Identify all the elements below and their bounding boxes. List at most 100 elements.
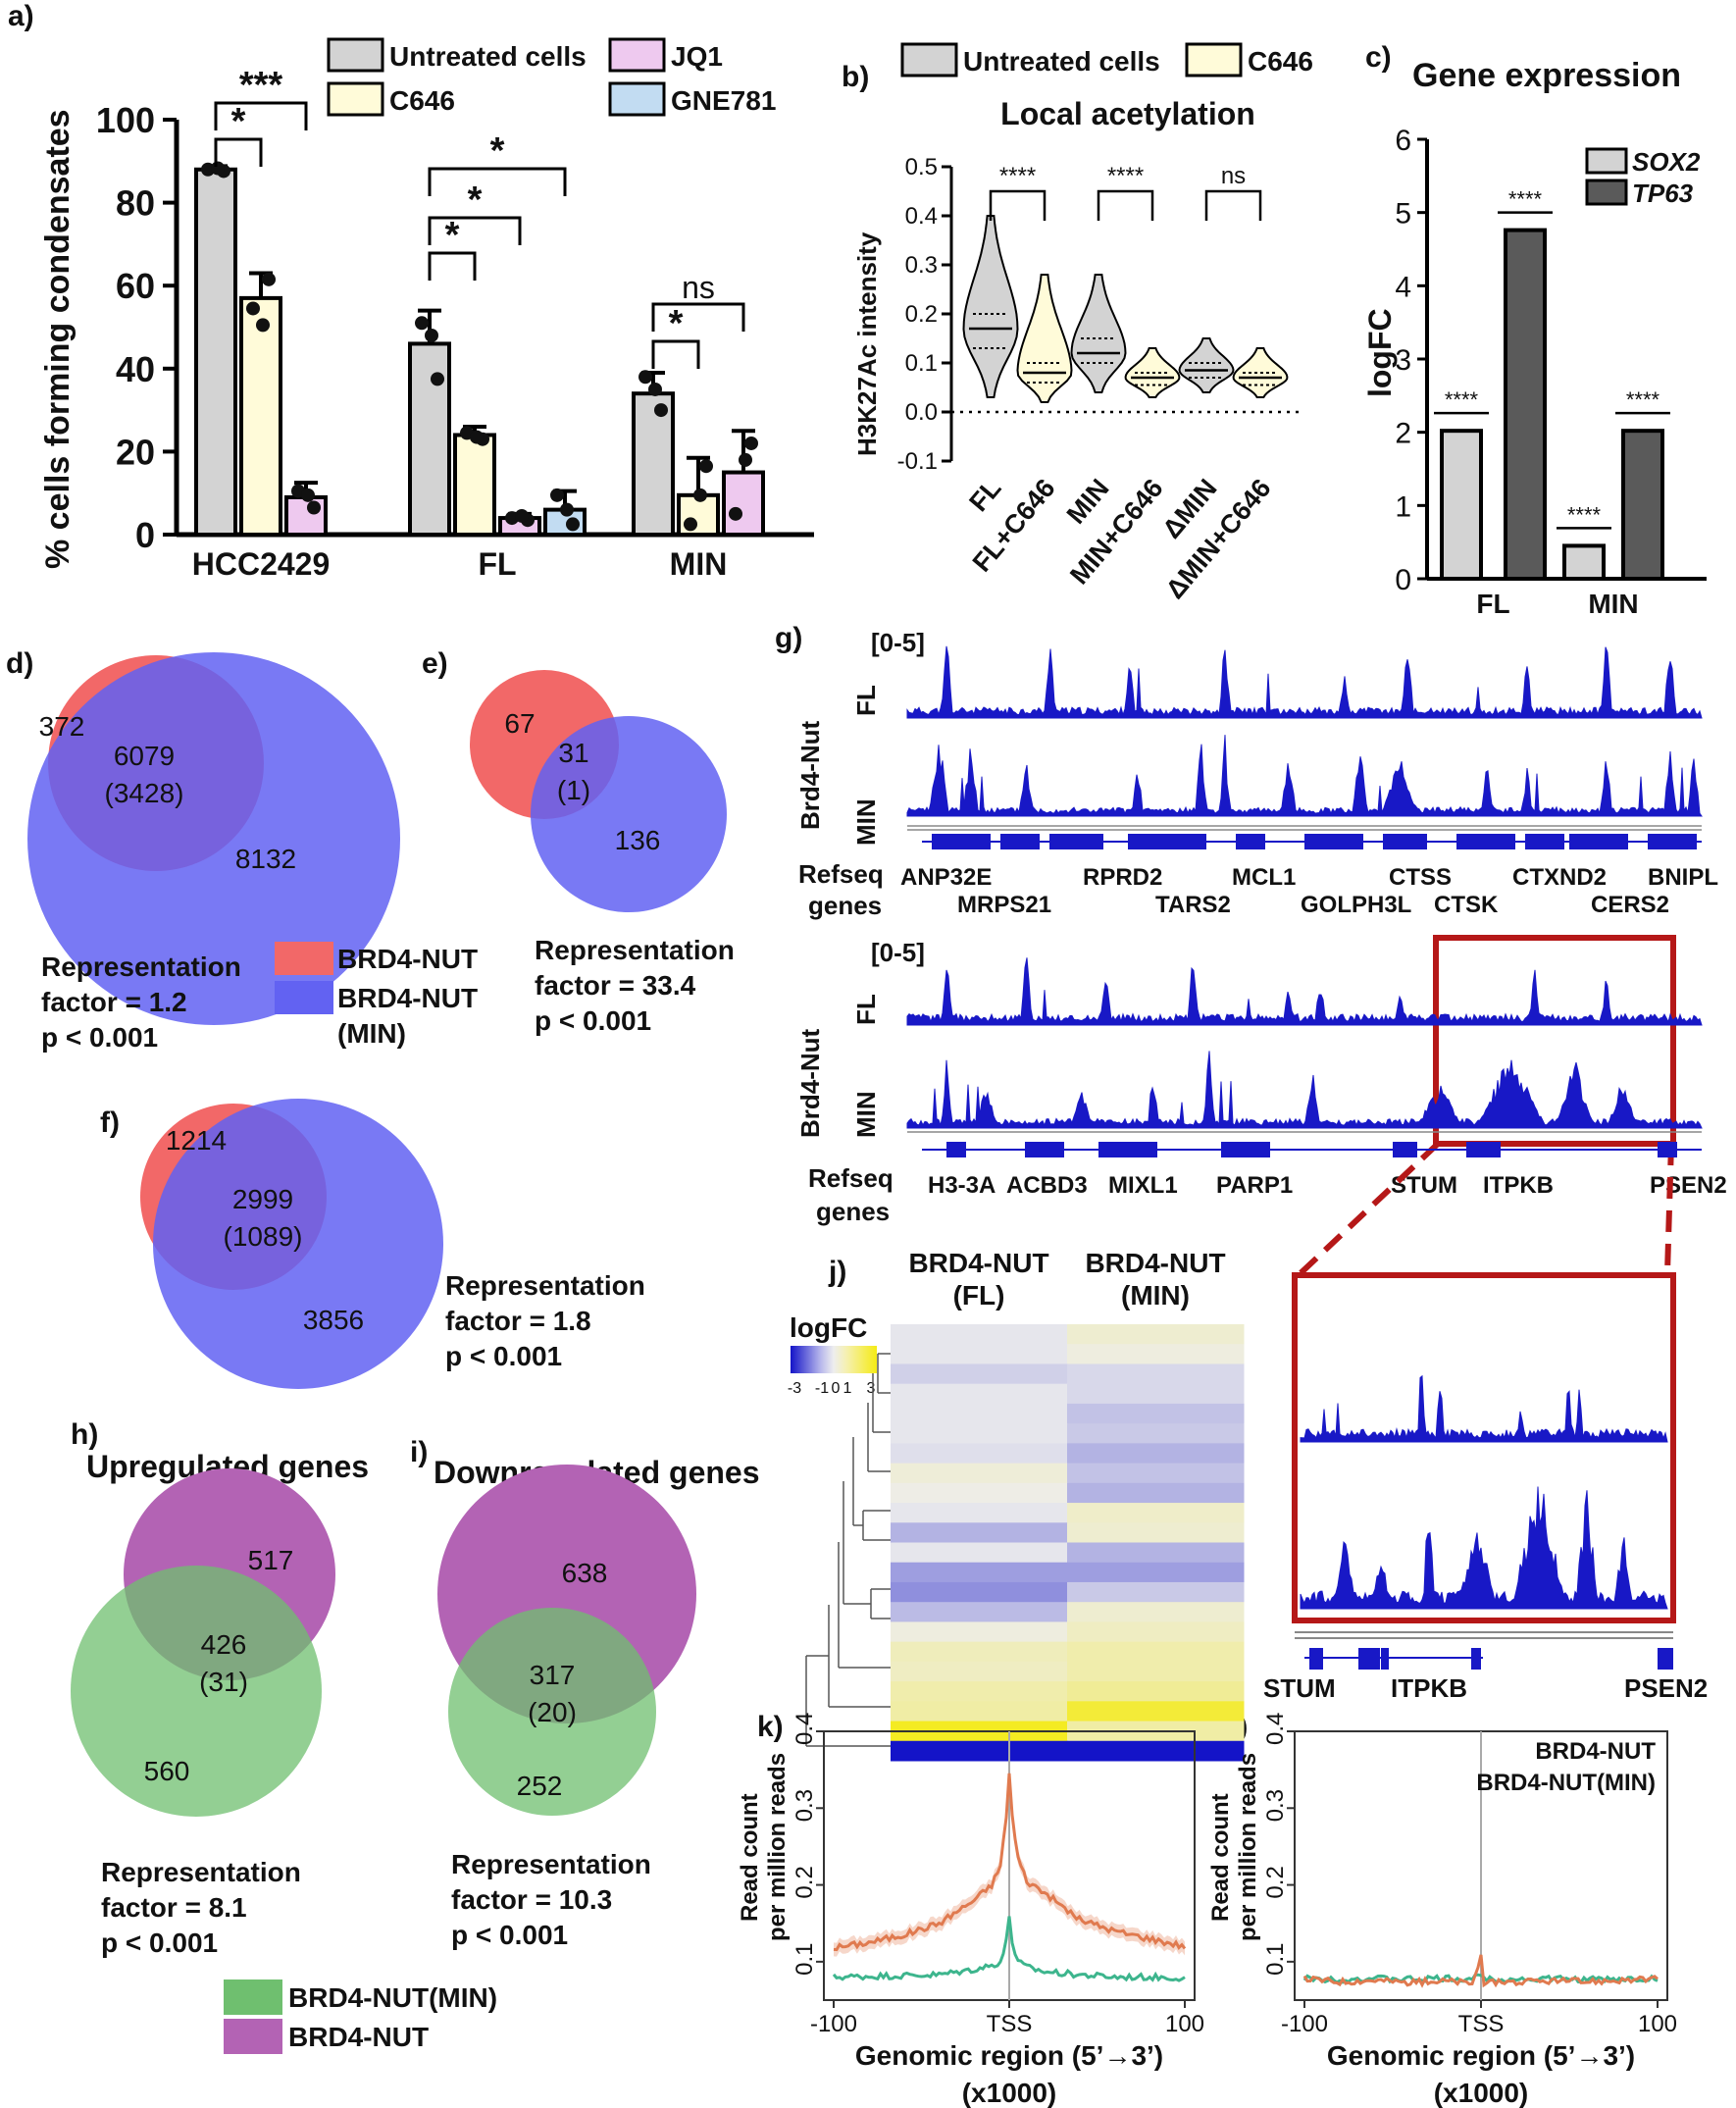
heatmap-cell xyxy=(891,1740,1068,1762)
a-sig-label: * xyxy=(669,303,684,344)
c-bar-fl-tp63 xyxy=(1504,228,1547,581)
heatmap-column-label: (FL) xyxy=(953,1280,1005,1311)
panel-l-ytick-label: 0.4 xyxy=(1262,1713,1289,1745)
a-legend-swatch-untreated-cells xyxy=(327,37,384,73)
c-bar-min-sox2 xyxy=(1562,543,1606,582)
heatmap-colorbar-tick: 1 xyxy=(843,1380,852,1397)
heatmap-column-label: BRD4-NUT xyxy=(908,1248,1048,1278)
a-point xyxy=(729,506,742,521)
venn-f-blue-circle xyxy=(153,1099,443,1389)
heatmap-column-label: (MIN) xyxy=(1121,1280,1190,1311)
track-min-label-top: MIN xyxy=(851,798,881,846)
gene-h3-3a: H3-3A xyxy=(928,1172,996,1199)
b-legend-label-untreated: Untreated cells xyxy=(963,46,1160,77)
b-legend-swatch-c646 xyxy=(1185,42,1243,77)
heatmap-column-label: BRD4-NUT xyxy=(1085,1248,1225,1278)
zoom-connector-right xyxy=(1664,1143,1674,1274)
a-point xyxy=(515,508,529,523)
panel-k-ytick-label: 0.3 xyxy=(791,1789,818,1822)
a-ytick-label: 80 xyxy=(116,183,155,224)
heatmap-cell xyxy=(1067,1701,1245,1722)
heatmap-cell xyxy=(891,1681,1068,1702)
panel-label-j: j) xyxy=(828,1256,846,1288)
venn-f-left-only: 1214 xyxy=(166,1125,227,1156)
panel-l-xtick-label: TSS xyxy=(1458,2011,1505,2037)
legend-brd4-nut-min-label-2: (MIN) xyxy=(337,1018,406,1049)
a-point xyxy=(415,316,429,331)
c-ytick-label: 6 xyxy=(1395,125,1411,157)
panel-label-b: b) xyxy=(842,61,869,93)
panel-l-ylabel-line1: Read count xyxy=(1207,1793,1234,1922)
heatmap-cell xyxy=(1067,1621,1245,1643)
gene-model-block xyxy=(1025,1142,1064,1157)
heatmap-colorbar-label: logFC xyxy=(790,1312,867,1343)
b-ytick-label: 0.0 xyxy=(905,399,938,426)
venn-i-green-circle xyxy=(448,1608,656,1816)
venn-d-overlap: 6079 xyxy=(114,741,175,771)
refseq-label-top-2: genes xyxy=(808,891,882,920)
a-bar-min-untreated-cells xyxy=(632,391,675,537)
legend-brd4-nut-min-label: BRD4-NUT xyxy=(337,983,478,1013)
track-top-min xyxy=(906,735,1703,817)
a-sig-label: * xyxy=(231,101,246,142)
heatmap-cell xyxy=(891,1324,1068,1345)
gene-mcl1: MCL1 xyxy=(1232,864,1296,891)
heatmap-cell xyxy=(891,1363,1068,1385)
venn-f: 1214 2999 (1089) 3856 Representation fac… xyxy=(140,1099,645,1389)
c-title: Gene expression xyxy=(1412,57,1681,94)
a-point xyxy=(744,436,758,450)
venn-i-rep-1: Representation xyxy=(451,1849,651,1879)
a-sig-label: * xyxy=(445,215,460,256)
a-legend-label-gne781: GNE781 xyxy=(671,85,776,116)
b-ytick-label: 0.2 xyxy=(905,301,938,328)
panel-c-bar-chart: Gene expression 0 1 2 3 4 5 6 logFC **** **** FL ***… xyxy=(1362,57,1707,619)
panel-l-profile: 0.1 0.2 0.3 0.4 -100 TSS 100 per million readsR… xyxy=(1207,1713,1677,2108)
panel-k-ytick-label: 0.4 xyxy=(791,1713,818,1745)
a-point xyxy=(425,328,438,342)
a-point xyxy=(262,272,276,286)
a-point xyxy=(301,488,315,502)
legend-brd4-nut-purple-label: BRD4-NUT xyxy=(288,2022,429,2052)
refseq-label-bottom-1: Refseq xyxy=(808,1163,894,1193)
track-sample-label-top: Brd4-Nut xyxy=(795,720,825,830)
panel-l-legend-brd4-nut-min: BRD4-NUT(MIN) xyxy=(1476,1770,1656,1796)
b-sig-label: ns xyxy=(1221,163,1246,189)
a-point xyxy=(648,382,662,396)
a-legend-label-untreated-cells: Untreated cells xyxy=(389,41,587,72)
c-legend-swatch-tp63 xyxy=(1585,179,1628,206)
zoom-gene-psen2: PSEN2 xyxy=(1624,1673,1708,1703)
panel-l-ytick-label: 0.3 xyxy=(1262,1789,1289,1822)
venn-f-rep-3: p < 0.001 xyxy=(445,1341,562,1371)
zoom-gene-block xyxy=(1358,1648,1380,1670)
venn-e: 67 31 (1) 136 Representation factor = 33… xyxy=(470,670,735,1036)
gene-anp32e: ANP32E xyxy=(900,864,992,891)
heatmap-cell xyxy=(891,1581,1068,1603)
venn-e-overlap: 31 xyxy=(558,738,588,768)
heatmap-cell xyxy=(1067,1740,1245,1762)
venn-d-rep-1: Representation xyxy=(41,951,241,982)
b-violin-fl-c646 xyxy=(1016,274,1073,403)
a-point xyxy=(693,488,707,502)
a-point xyxy=(638,370,652,385)
heatmap-cell xyxy=(1067,1503,1245,1523)
gene-cers2: CERS2 xyxy=(1591,892,1669,918)
venn-f-right-only: 3856 xyxy=(303,1305,364,1335)
a-bar-hcc2429-jq1 xyxy=(284,494,328,537)
c-sig-label: **** xyxy=(1508,187,1543,212)
c-sig-label: **** xyxy=(1567,502,1602,527)
panel-k-ytick-label: 0.1 xyxy=(791,1942,818,1975)
track-sample-label-bottom: Brd4-Nut xyxy=(795,1028,825,1138)
panel-a-bar-chart: 0 20 40 60 80 100 % cells forming condensates H… xyxy=(39,37,814,582)
gene-tars2: TARS2 xyxy=(1155,892,1231,918)
venn-h-green-circle xyxy=(71,1566,322,1817)
b-violin-min xyxy=(1178,337,1235,393)
heatmap-colorbar-tick: 0 xyxy=(832,1380,841,1397)
zoom-track-min xyxy=(1300,1486,1668,1610)
heatmap-cell xyxy=(891,1641,1068,1663)
panel-label-f: f) xyxy=(100,1106,120,1139)
a-bar-hcc2429-c646 xyxy=(239,295,282,538)
a-sig-bracket xyxy=(428,251,477,281)
b-sig-bracket xyxy=(989,189,1047,221)
venn-d-right-only: 8132 xyxy=(235,844,296,874)
gene-ctxnd2: CTXND2 xyxy=(1512,864,1607,891)
